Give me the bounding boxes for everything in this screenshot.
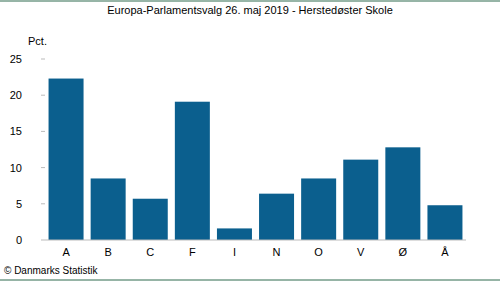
y-tick [41, 59, 45, 60]
x-tick-label: Å [441, 246, 449, 258]
top-border [0, 1, 500, 2]
x-tick-label: I [233, 246, 236, 258]
bars [49, 79, 463, 240]
x-tick-label: F [189, 246, 196, 258]
bar [385, 147, 420, 240]
y-tick [41, 131, 45, 132]
y-tick-label: 25 [10, 53, 22, 65]
bar [259, 194, 294, 240]
x-tick-label: B [104, 246, 111, 258]
x-tick-label: C [146, 246, 154, 258]
y-tick-label: 20 [10, 89, 22, 101]
chart: Europa-Parlamentsvalg 26. maj 2019 - Her… [0, 0, 500, 282]
x-tick-label: V [357, 246, 365, 258]
y-tick-label: 10 [10, 162, 22, 174]
x-tick-label: O [314, 246, 323, 258]
x-tick-label: Ø [399, 246, 408, 258]
y-tick [41, 95, 45, 96]
y-label: Pct. [28, 35, 47, 47]
bar [133, 199, 168, 240]
bar [49, 79, 84, 240]
y-tick [41, 240, 45, 241]
bar [343, 160, 378, 240]
bar [301, 178, 336, 240]
x-tick-label: A [62, 246, 70, 258]
bar [175, 102, 210, 240]
bar [91, 178, 126, 240]
y-tick-label: 5 [16, 198, 22, 210]
y-tick [41, 203, 45, 204]
bar [217, 228, 252, 240]
x-axis [45, 240, 466, 241]
x-tick-label: N [273, 246, 281, 258]
y-tick-label: 0 [16, 234, 22, 246]
bar [427, 205, 462, 240]
y-tick [41, 167, 45, 168]
source: © Danmarks Statistik [4, 265, 99, 276]
title: Europa-Parlamentsvalg 26. maj 2019 - Her… [107, 4, 393, 16]
y-tick-label: 15 [10, 125, 22, 137]
bottom-border [0, 280, 500, 281]
